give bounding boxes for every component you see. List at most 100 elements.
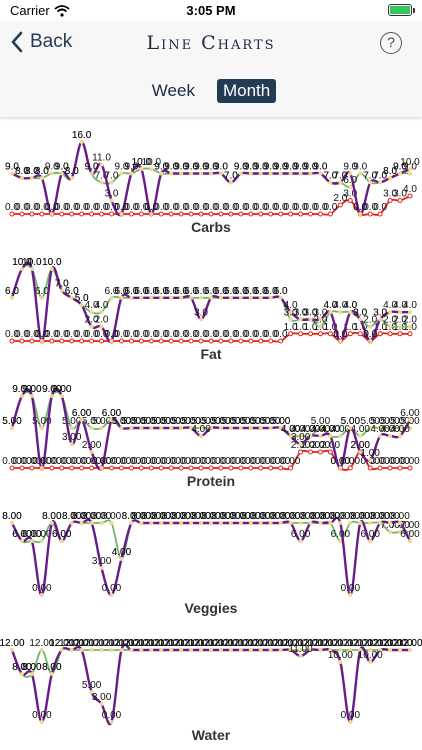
fat-point xyxy=(248,295,253,300)
segment-week[interactable]: Week xyxy=(151,81,195,100)
carbs-data-label: 0.0 xyxy=(55,202,69,213)
protein-data-label: 0.00 xyxy=(231,456,251,467)
carbs-data-label: 9.0 xyxy=(5,162,19,173)
veggies-point xyxy=(49,521,54,525)
protein-data-label: 0.00 xyxy=(331,456,351,467)
fat-data-label: 1.0 xyxy=(323,322,337,333)
carbs-data-label: 9.0 xyxy=(184,162,198,173)
fat-data-label: 4.0 xyxy=(343,300,357,311)
water-data-label: 12.00 xyxy=(0,638,25,649)
veggies-data-label: 8.00 xyxy=(171,511,191,522)
veggies-point xyxy=(258,521,263,525)
veggies-data-label: 8.00 xyxy=(171,511,191,522)
fat-data-label: 6.0 xyxy=(214,286,228,297)
carbs-data-label: 9.0 xyxy=(393,162,407,173)
fat-point xyxy=(388,310,393,315)
protein-data-label: 5.00 xyxy=(341,416,361,427)
protein-data-label: 4.00 xyxy=(291,424,311,435)
water-point xyxy=(209,648,213,652)
fat-point xyxy=(169,295,174,300)
protein-data-label: 4.00 xyxy=(281,424,301,435)
fat-point xyxy=(119,295,124,300)
carbs-data-label: 7.0 xyxy=(224,171,238,182)
fat-data-label: 3.0 xyxy=(373,307,387,318)
water-data-label: 12.00 xyxy=(228,638,253,649)
protein-point xyxy=(139,426,144,430)
carbs-data-label: 9.0 xyxy=(353,162,367,173)
fat-point xyxy=(318,317,323,322)
water-data-label: 3.00 xyxy=(92,692,112,703)
protein-point xyxy=(248,465,254,471)
veggies-point xyxy=(298,539,303,543)
water-data-label: 12.00 xyxy=(338,638,363,649)
protein-data-label: 9.00 xyxy=(52,384,72,395)
veggies-data-label: 8.00 xyxy=(142,511,162,522)
protein-point xyxy=(278,465,284,471)
water-data-label: 12.00 xyxy=(268,638,293,649)
veggies-data-label: 8.00 xyxy=(281,511,301,522)
carbs-data-label: 9.0 xyxy=(164,162,178,173)
veggies-data-label: 8.00 xyxy=(351,511,371,522)
veggies-data-label: 8.00 xyxy=(251,511,271,522)
water-data-label: 12.00 xyxy=(169,638,194,649)
carbs-data-label: 10.0 xyxy=(400,157,420,168)
fat-data-label: 6.0 xyxy=(264,286,278,297)
carbs-data-label: 8.0 xyxy=(383,166,397,177)
water-data-label: 12.00 xyxy=(59,638,84,649)
protein-point xyxy=(29,465,35,471)
protein-data-label: 9.00 xyxy=(22,384,42,395)
fat-data-label: 0.0 xyxy=(194,329,208,340)
veggies-series-line-green xyxy=(11,519,410,560)
protein-data-label: 5.00 xyxy=(112,416,132,427)
carbs-data-label: 0.0 xyxy=(353,202,367,213)
carbs-point xyxy=(99,162,104,167)
fat-data-label: 1.0 xyxy=(284,322,298,333)
fat-point xyxy=(79,303,84,307)
carbs-point xyxy=(258,171,263,176)
carbs-data-label: 9.0 xyxy=(234,162,248,173)
fat-point xyxy=(288,310,293,315)
chart-fat: 0.00.00.00.00.00.00.00.00.00.00.00.00.00… xyxy=(5,257,417,344)
fat-point xyxy=(327,331,333,337)
protein-point xyxy=(358,434,363,438)
protein-point xyxy=(298,449,304,455)
carbs-point xyxy=(228,211,234,217)
carbs-point xyxy=(149,167,154,171)
water-data-label: 12.00 xyxy=(119,638,144,649)
protein-point xyxy=(89,450,94,454)
carbs-point xyxy=(168,211,174,217)
fat-data-label: 6.0 xyxy=(204,286,218,297)
protein-data-label: 0.00 xyxy=(201,456,221,467)
carbs-data-label: 0.0 xyxy=(244,202,258,213)
veggies-data-label: 8.00 xyxy=(2,511,22,522)
veggies-data-label: 8.00 xyxy=(321,511,341,522)
carbs-point xyxy=(388,176,393,180)
protein-point xyxy=(199,434,204,438)
veggies-data-label: 8.00 xyxy=(341,511,361,522)
segment-month[interactable]: Month xyxy=(216,79,277,103)
fat-data-label: 10.0 xyxy=(12,257,32,268)
back-button[interactable]: Back xyxy=(10,31,72,53)
water-data-label: 12.00 xyxy=(0,638,25,649)
protein-data-label: 5.00 xyxy=(2,416,22,427)
protein-point xyxy=(248,426,253,430)
fat-data-label: 0.0 xyxy=(85,329,99,340)
protein-data-label: 4.00 xyxy=(390,424,410,435)
help-button[interactable]: ? xyxy=(380,32,402,54)
carbs-point xyxy=(99,211,105,217)
carbs-data-label: 9.0 xyxy=(164,162,178,173)
water-data-label: 12.00 xyxy=(159,638,184,649)
veggies-data-label: 8.00 xyxy=(42,511,62,522)
fat-data-label: 6.0 xyxy=(164,286,178,297)
fat-data-label: 0.0 xyxy=(95,329,109,340)
carbs-point xyxy=(298,171,303,176)
carbs-data-label: 7.0 xyxy=(373,171,387,182)
fat-data-label: 6.0 xyxy=(65,286,79,297)
veggies-data-label: 8.00 xyxy=(370,511,390,522)
protein-data-label: 0.00 xyxy=(32,456,52,467)
fat-point xyxy=(338,339,343,343)
fat-data-label: 6.0 xyxy=(214,286,228,297)
protein-point xyxy=(278,426,283,430)
protein-point xyxy=(128,465,134,471)
carbs-data-label: 3.0 xyxy=(343,189,357,200)
